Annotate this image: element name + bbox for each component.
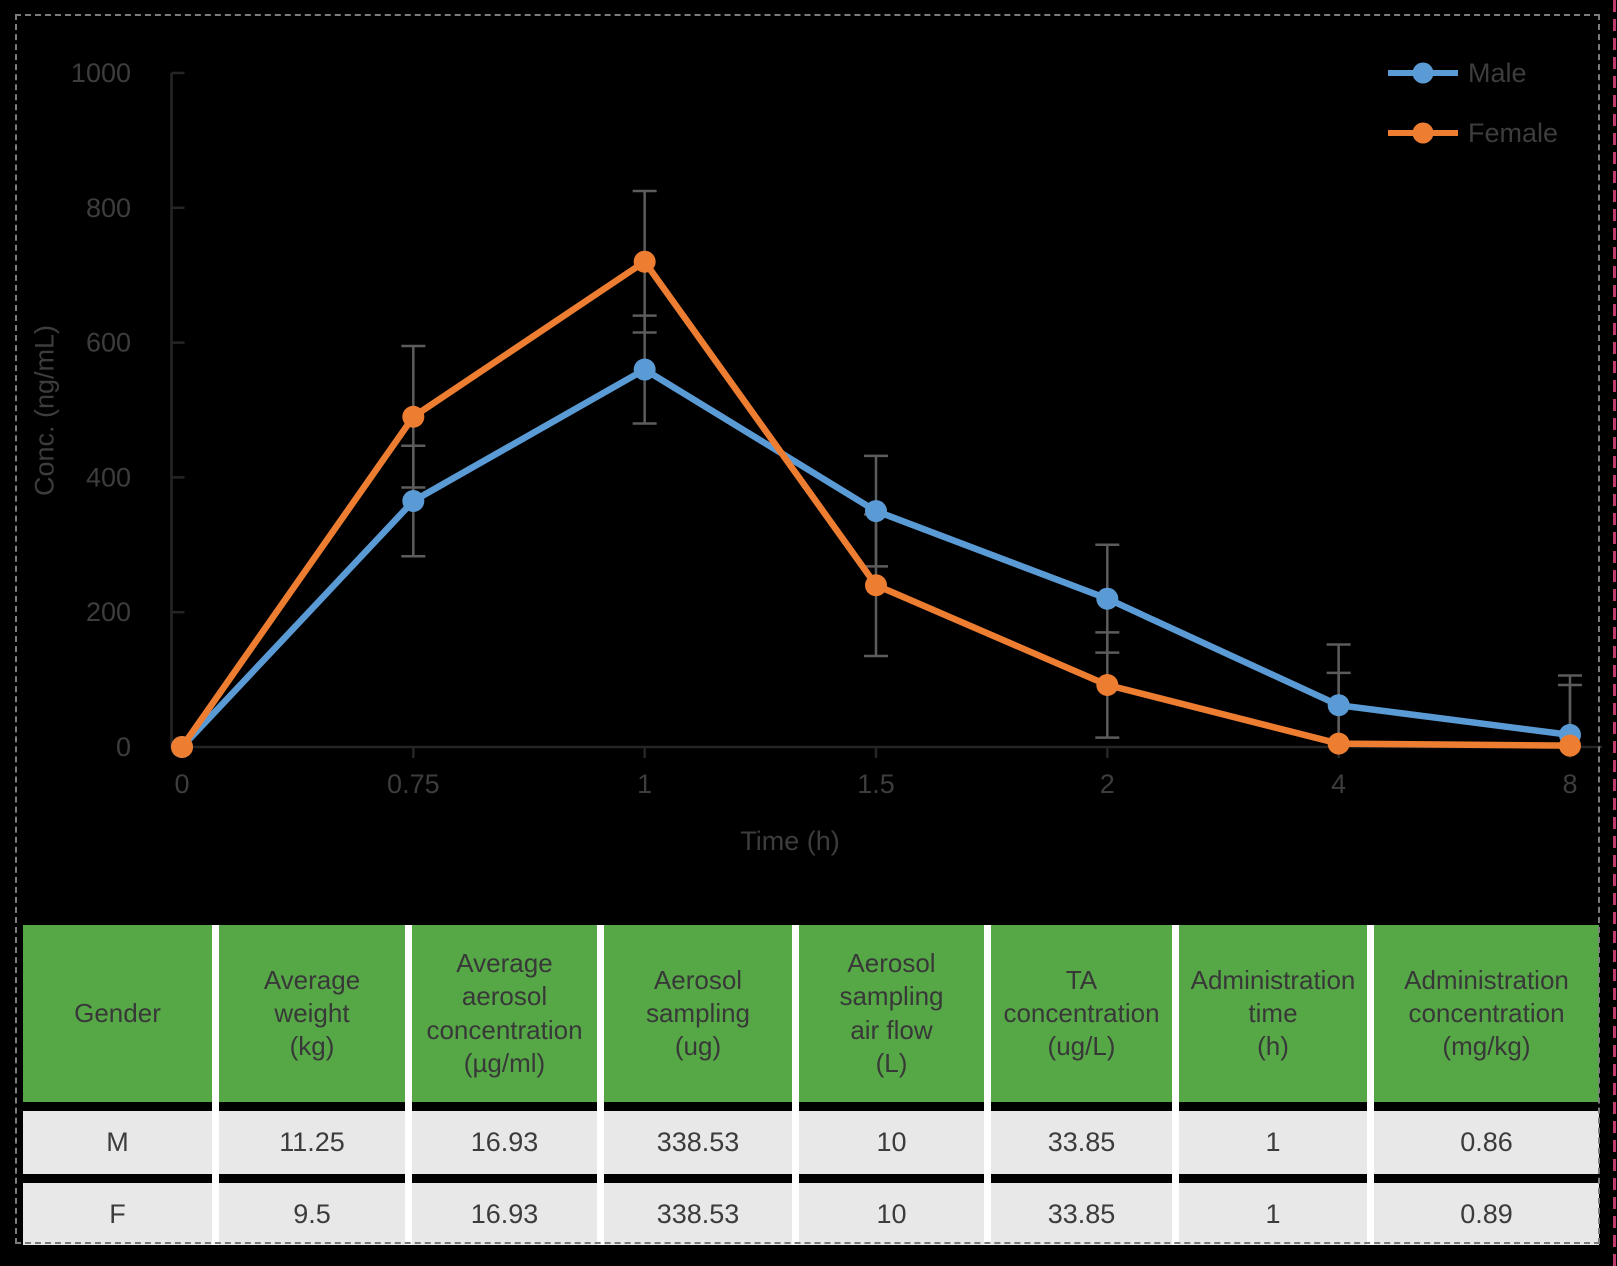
- header-cell-5: TA concentration (ug/L): [991, 925, 1172, 1102]
- header-cell-7: Administration concentration (mg/kg): [1374, 925, 1599, 1102]
- column-separator: [984, 925, 991, 1245]
- x-tick-label: 0.75: [387, 769, 440, 799]
- table-cell-row0-col0: M: [23, 1111, 212, 1174]
- male-marker: [633, 358, 656, 381]
- chart-legend: Male Female: [1388, 53, 1558, 173]
- header-cell-0: Gender: [23, 925, 212, 1102]
- female-marker: [1096, 673, 1119, 696]
- table-cell-row0-col1: 11.25: [219, 1111, 405, 1174]
- male-marker: [402, 489, 425, 512]
- header-cell-2: Average aerosol concentration (µg/ml): [412, 925, 597, 1102]
- y-tick-label: 200: [86, 597, 131, 627]
- table-cell-row1-col4: 10: [799, 1183, 984, 1245]
- female-marker: [1327, 732, 1350, 755]
- table-cell-row0-col4: 10: [799, 1111, 984, 1174]
- y-tick-label: 400: [86, 462, 131, 492]
- table-cell-row1-col0: F: [23, 1183, 212, 1245]
- column-separator: [405, 925, 412, 1245]
- table-cell-row1-col2: 16.93: [412, 1183, 597, 1245]
- x-tick-label: 8: [1562, 769, 1577, 799]
- female-series-swatch: [1388, 122, 1458, 144]
- x-tick-label: 1.5: [857, 769, 895, 799]
- table-cell-row1-col6: 1: [1179, 1183, 1367, 1245]
- male-marker: [1096, 587, 1119, 610]
- female-marker: [633, 250, 656, 273]
- column-separator: [597, 925, 604, 1245]
- female-marker-icon: [1412, 122, 1434, 144]
- x-axis-title: Time (h): [740, 826, 840, 856]
- legend-item-female: Female: [1388, 113, 1558, 153]
- female-marker: [171, 736, 193, 758]
- male-marker: [864, 500, 887, 523]
- column-separator: [1367, 925, 1374, 1245]
- table-cell-row1-col5: 33.85: [991, 1183, 1172, 1245]
- y-tick-label: 0: [116, 732, 131, 762]
- x-tick-label: 1: [637, 769, 652, 799]
- y-tick-label: 800: [86, 193, 131, 223]
- header-cell-1: Average weight (kg): [219, 925, 405, 1102]
- dosing-parameters-table: Gender Average weight (kg) Average aerosol…: [23, 925, 1599, 1245]
- male-marker: [1327, 694, 1350, 717]
- table-cell-row0-col2: 16.93: [412, 1111, 597, 1174]
- table-cell-row0-col7: 0.86: [1374, 1111, 1599, 1174]
- table-cell-row0-col5: 33.85: [991, 1111, 1172, 1174]
- table-cell-row1-col1: 9.5: [219, 1183, 405, 1245]
- x-tick-label: 4: [1331, 769, 1346, 799]
- male-marker-icon: [1412, 62, 1434, 84]
- right-edge-dashed-line: [1613, 0, 1616, 1266]
- table-cell-row1-col7: 0.89: [1374, 1183, 1599, 1245]
- table-cell-row0-col6: 1: [1179, 1111, 1367, 1174]
- table-cell-row1-col3: 338.53: [604, 1183, 792, 1245]
- column-separator: [1172, 925, 1179, 1245]
- x-tick-label: 2: [1100, 769, 1115, 799]
- legend-label-female: Female: [1468, 117, 1559, 148]
- column-separator: [792, 925, 799, 1245]
- y-axis-title: Conc. (ng/mL): [29, 324, 60, 497]
- y-tick-label: 1000: [71, 58, 131, 88]
- table-cell-row0-col3: 338.53: [604, 1111, 792, 1174]
- header-cell-4: Aerosol sampling air flow (L): [799, 925, 984, 1102]
- column-separator: [212, 925, 219, 1245]
- y-tick-label: 600: [86, 328, 131, 358]
- header-cell-6: Administration time (h): [1179, 925, 1367, 1102]
- legend-item-male: Male: [1388, 53, 1558, 93]
- x-tick-label: 0: [174, 769, 189, 799]
- header-cell-3: Aerosol sampling (ug): [604, 925, 792, 1102]
- female-marker: [1558, 734, 1581, 757]
- male-series-swatch: [1388, 62, 1458, 84]
- female-marker: [864, 574, 887, 597]
- female-marker: [402, 405, 425, 428]
- legend-label-male: Male: [1468, 57, 1527, 88]
